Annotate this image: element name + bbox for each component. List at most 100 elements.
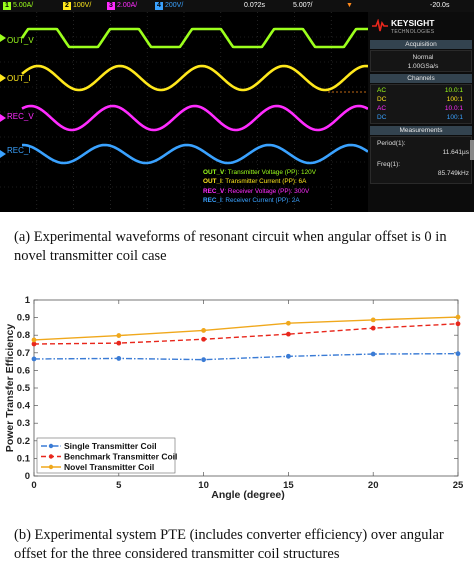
channel-1-ratio: 10.0:1 [444,87,463,94]
caption-a: (a) Experimental waveforms of resonant c… [14,229,447,264]
channel-4-row: DC 100:1 [377,113,469,122]
legend-label: Benchmark Transmitter Coil [64,452,177,462]
channels-header[interactable]: Channels [370,74,472,83]
timebase-readout: 5.00?/ [293,2,313,9]
x-tick-label: 5 [116,480,122,491]
data-point [116,340,122,346]
legend-tag-rec-v: REC_V [203,187,225,195]
data-point [455,351,461,357]
waveform-trace-1 [20,27,368,49]
acquisition-mode: Normal [412,54,434,61]
y-axis: 0 0.1 0.2 0.3 0.4 0.5 0.6 0.7 0.8 0.9 1 [17,295,458,482]
trace-label-rec-v: REC_V [7,112,34,121]
legend-text-out-v: : Transmitter Voltage (PP): 120V [224,169,316,176]
acquisition-box: Normal 1.00GSa/s [370,50,472,72]
ch4-scale: 200V/ [165,2,184,9]
x-tick-label: 10 [198,480,209,491]
y-tick-label: 0.3 [17,418,30,429]
x-axis-label: Angle (degree) [211,489,285,501]
ch3-scale-readout: 3 2.00A/ [107,1,137,10]
data-point [370,325,376,331]
series-points [31,314,461,363]
frequency-label: Freq(1): [377,161,401,168]
data-point [201,328,207,333]
y-tick-label: 0.4 [17,401,31,412]
ch2-number: 2 [63,2,71,10]
data-point [116,333,122,338]
period-label: Period(1): [377,140,406,147]
x-tick-label: 25 [453,480,464,491]
ch2-scale: 100V/ [73,2,92,9]
y-axis-label: Power Transfer Efficiency [4,324,16,453]
channel-marker-icon[interactable] [0,114,6,122]
waveform-trace-3 [21,104,368,132]
legend-text-out-i: : Transmitter Current (PP): 6A [221,178,307,186]
legend-marker [48,454,54,459]
data-point [116,356,122,361]
acquisition-header[interactable]: Acquisition [370,40,472,49]
ch1-scale: 5.00A/ [13,2,34,9]
channel-2-row: DC 100:1 [377,95,469,104]
trigger-readout: -20.0s [430,2,450,9]
legend-line-rec-v: REC_V: Receiver Voltage (PP): 300V [203,187,316,196]
panel-scroll-handle[interactable] [470,140,474,160]
series-line-1 [33,352,459,361]
channel-4-ratio: 100:1 [446,114,463,121]
data-point [286,331,291,337]
data-point [31,341,37,347]
scope-top-bar: 1 5.00A/ 2 100V/ 3 2.00A/ 4 200V/ 0.0?2s 5.0… [0,0,474,12]
y-tick-label: 0.2 [17,436,30,447]
oscilloscope-screenshot: 1 5.00A/ 2 100V/ 3 2.00A/ 4 200V/ 0.0?2s 5.0… [0,0,474,212]
legend-text-rec-v: : Receiver Voltage (PP): 300V [224,187,310,195]
channel-marker-icon[interactable] [0,74,6,82]
scope-annotation-legend: OUT_V: Transmitter Voltage (PP): 120V OU… [203,168,316,205]
y-tick-label: 0.7 [17,348,30,359]
y-tick-label: 0.6 [17,365,30,376]
channel-4-coupling: DC [377,114,387,121]
channel-2-ratio: 100:1 [446,96,463,103]
data-point [286,353,291,359]
channel-1-coupling: AC [377,87,387,94]
data-point [201,357,207,363]
channel-marker-icon[interactable] [0,34,6,42]
brand-name: KEYSIGHT [391,18,435,28]
channel-3-coupling: AC [377,105,387,112]
data-point [286,320,291,326]
ch3-scale: 2.00A/ [117,2,138,9]
y-tick-label: 0.8 [17,330,30,341]
keysight-logo-icon [372,19,388,32]
channel-1-row: AC 10.0:1 [377,86,469,95]
measurements-box: Period(1): 11.641µs Freq(1): 85.749kHz [370,136,472,184]
data-point [201,336,207,342]
waveform-trace-2 [21,64,368,92]
channel-3-ratio: 10.0:1 [444,105,463,112]
x-tick-label: 20 [368,480,379,491]
y-tick-label: 1 [25,295,31,306]
channels-box: AC 10.0:1 DC 100:1 AC 10.0:1 DC 100:1 [370,84,472,124]
channel-3-row: AC 10.0:1 [377,104,469,113]
channel-marker-icon[interactable] [0,150,6,158]
y-tick-label: 0 [25,471,30,482]
ch4-number: 4 [155,2,163,10]
data-point [455,314,461,320]
legend-tag-out-v: OUT_V [203,169,225,176]
legend-line-rec-i: REC_I: Receiver Current (PP): 2A [203,196,316,205]
legend-text-rec-i: : Receiver Current (PP): 2A [221,196,300,204]
measurements-header[interactable]: Measurements [370,126,472,135]
ch3-number: 3 [107,2,115,10]
legend-tag-out-i: OUT_I [203,178,222,186]
legend-line-out-i: OUT_I: Transmitter Current (PP): 6A [203,177,316,186]
legend-label: Novel Transmitter Coil [64,462,154,472]
trigger-icon: ▼ [346,2,353,9]
ch1-scale-readout: 1 5.00A/ [3,1,33,10]
acquisition-rate: 1.00GSa/s [407,63,439,70]
period-value: 11.641µs [442,149,469,156]
frequency-value: 85.749kHz [437,170,469,177]
ch2-scale-readout: 2 100V/ [63,1,91,10]
data-point [31,356,37,362]
series-line-2 [33,323,459,345]
data-point [31,337,37,343]
trace-label-rec-i: REC_I [7,146,31,155]
y-tick-label: 0.9 [17,313,30,324]
brand-subtitle: TECHNOLOGIES [391,29,435,35]
